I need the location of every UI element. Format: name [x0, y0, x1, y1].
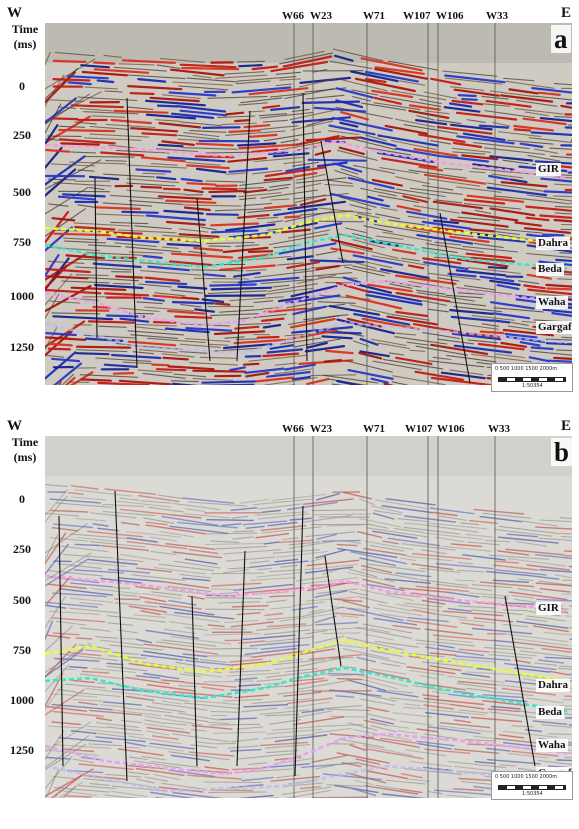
fault-line — [294, 505, 304, 777]
horizon-label-dahra: Dahra — [536, 237, 570, 250]
scale-bar-ratio: 1:50354 — [522, 791, 543, 797]
well-label-w71: W71 — [363, 10, 385, 22]
horizon-dahra — [45, 638, 568, 683]
west-label: W — [7, 418, 22, 434]
horizon-beda — [45, 666, 568, 713]
time-tick: 1000 — [10, 693, 34, 707]
horizon-label-waha: Waha — [536, 296, 568, 309]
west-label: W — [7, 5, 22, 21]
seismic-section-b — [45, 436, 572, 798]
time-tick: 750 — [13, 643, 31, 657]
scale-bar: 0 500 1000 1500 2000m 1:50354 — [491, 363, 573, 392]
panel-a: W E Time (ms) 0 250 500 750 1000 1250 W6… — [0, 5, 579, 392]
time-axis-title: Time (ms) — [11, 22, 39, 51]
east-label: E — [561, 5, 572, 21]
fault-line — [439, 212, 471, 384]
east-label: E — [561, 418, 572, 434]
panel-letter: b — [551, 438, 573, 466]
horizon-gargaf — [45, 321, 568, 355]
horizon-label-beda: Beda — [536, 706, 564, 719]
scale-bar: 0 500 1000 1500 2000m 1:50354 — [491, 771, 573, 800]
time-tick: 250 — [13, 542, 31, 556]
time-tick: 1250 — [10, 743, 34, 757]
time-axis-title: Time (ms) — [11, 435, 39, 464]
time-tick: 500 — [13, 593, 31, 607]
fault-line — [126, 97, 138, 369]
seismic-image — [45, 23, 572, 385]
well-label-w23: W23 — [310, 10, 332, 22]
well-label-w71: W71 — [363, 423, 385, 435]
scale-bar-graphic — [498, 785, 566, 790]
horizon-label-gir: GIR — [536, 163, 561, 176]
horizon-gargaf — [45, 764, 568, 793]
well-label-w106: W106 — [436, 10, 464, 22]
well-label-w23: W23 — [310, 423, 332, 435]
well-label-w107: W107 — [403, 10, 431, 22]
fault-line — [191, 595, 198, 767]
fault-line — [324, 555, 342, 667]
time-tick: 250 — [13, 128, 31, 142]
well-label-w107: W107 — [405, 423, 433, 435]
fault-line — [504, 595, 536, 767]
fault-line — [302, 92, 308, 362]
horizon-label-beda: Beda — [536, 263, 564, 276]
well-label-w106: W106 — [437, 423, 465, 435]
scale-bar-graphic — [498, 377, 566, 382]
fault-line — [320, 140, 344, 264]
seismic-image — [45, 436, 572, 798]
time-tick: 500 — [13, 185, 31, 199]
horizon-label-dahra: Dahra — [536, 679, 570, 692]
well-label-w66: W66 — [282, 10, 304, 22]
scale-bar-ratio: 1:50354 — [522, 383, 543, 389]
time-tick: 1000 — [10, 289, 34, 303]
time-tick: 0 — [19, 492, 25, 506]
fault-line — [236, 110, 251, 362]
fault-line — [114, 490, 128, 782]
horizon-label-gir: GIR — [536, 602, 561, 615]
fault-line — [58, 515, 64, 767]
horizon-beda — [45, 233, 568, 270]
scale-bar-ticks: 0 500 1000 1500 2000m — [495, 774, 558, 780]
fault-line — [94, 177, 98, 339]
time-tick: 1250 — [10, 340, 34, 354]
horizon-label-gargaf: Gargaf — [536, 321, 574, 334]
scale-bar-ticks: 0 500 1000 1500 2000m — [495, 366, 558, 372]
fault-line — [236, 550, 246, 767]
panel-letter: a — [551, 25, 571, 53]
time-tick: 750 — [13, 235, 31, 249]
well-label-w66: W66 — [282, 423, 304, 435]
well-label-w33: W33 — [486, 10, 508, 22]
fault-line — [196, 197, 211, 362]
horizon-label-waha: Waha — [536, 739, 568, 752]
panel-b: W E Time (ms) 0 250 500 750 1000 1250 W6… — [0, 418, 579, 803]
well-label-w33: W33 — [488, 423, 510, 435]
horizon-waha — [45, 732, 568, 776]
seismic-section-a — [45, 23, 572, 385]
time-tick: 0 — [19, 79, 25, 93]
